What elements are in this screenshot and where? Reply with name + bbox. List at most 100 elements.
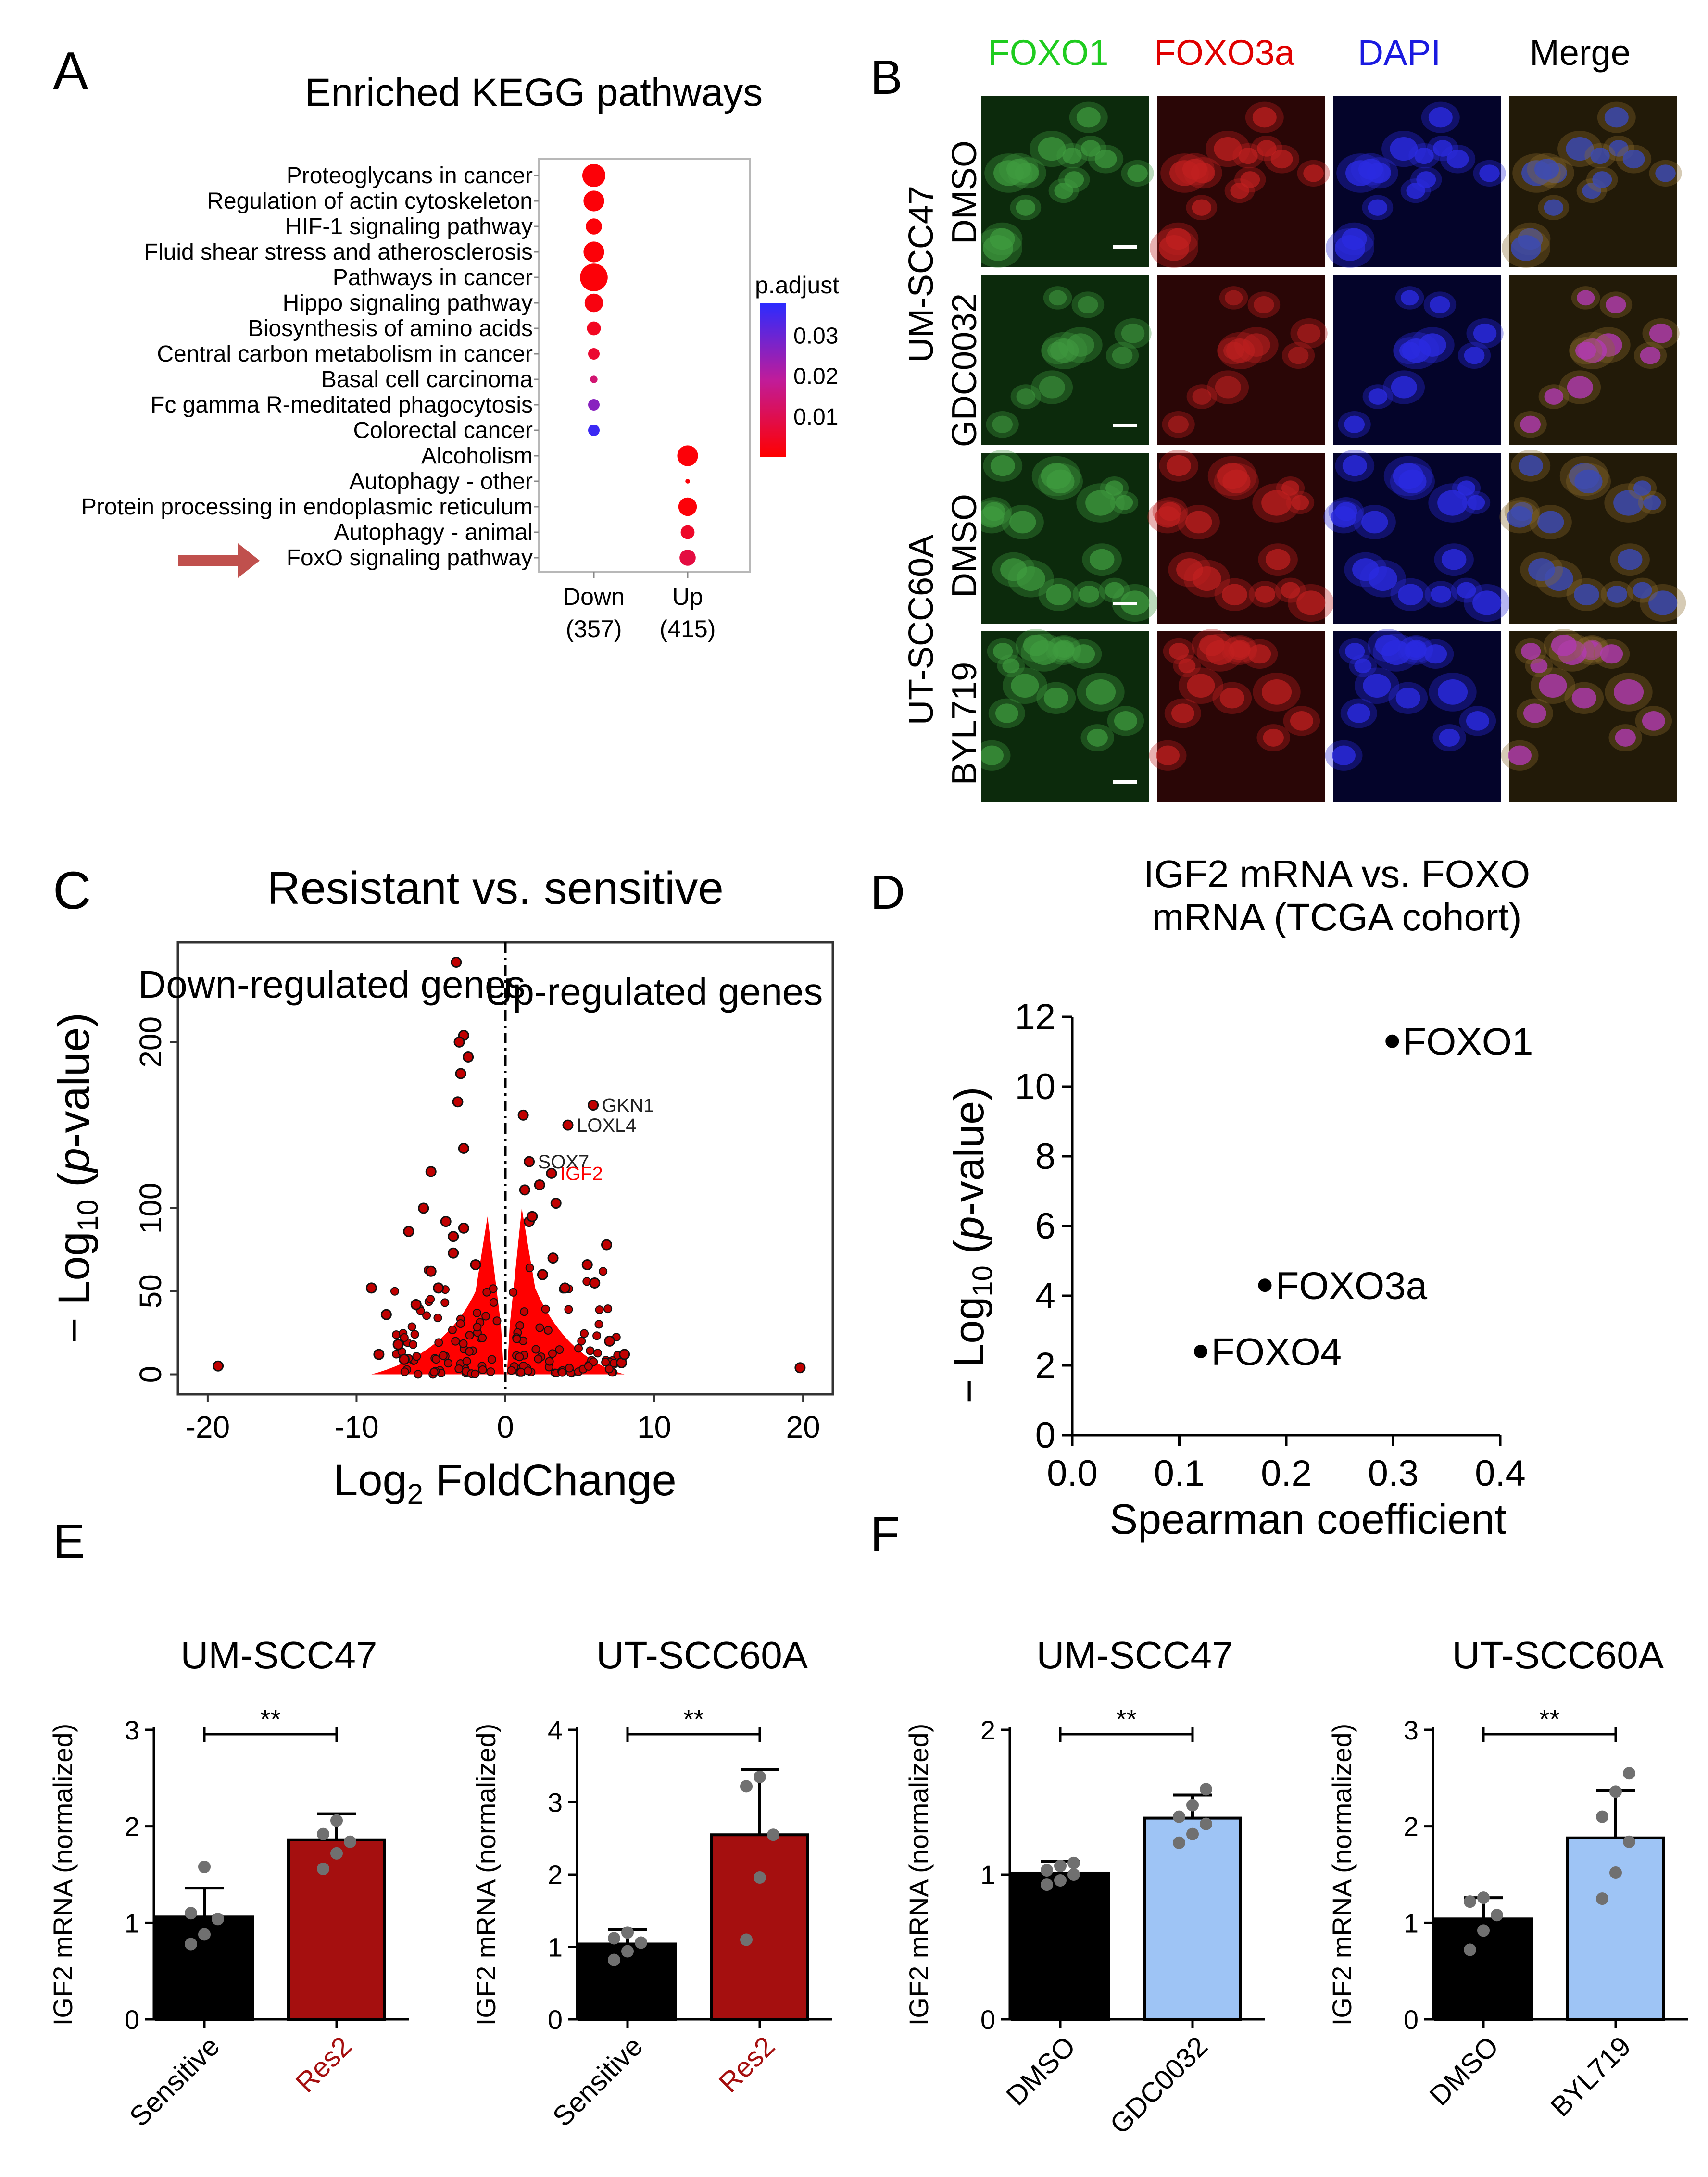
panel-letter-f: F xyxy=(870,1507,900,1561)
cell-nucleus xyxy=(1290,711,1313,731)
cell-nucleus xyxy=(1534,159,1559,180)
micrograph-tile xyxy=(1149,628,1325,802)
gene-point xyxy=(489,1284,498,1293)
gene-point xyxy=(390,1287,399,1296)
x-subscript: 2 xyxy=(407,1478,423,1510)
pathway-label: Hippo signaling pathway xyxy=(283,290,533,316)
cell-nucleus xyxy=(1479,164,1500,182)
cell-nucleus xyxy=(1430,296,1450,313)
bar xyxy=(1566,1836,1665,2021)
cell-nucleus xyxy=(1296,590,1326,615)
enrichment-dot xyxy=(685,479,690,484)
legend-tick-label: 0.01 xyxy=(793,404,838,430)
cell-nucleus xyxy=(995,703,1018,723)
cell-nucleus xyxy=(1089,549,1115,570)
enrichment-dot xyxy=(680,525,695,539)
cell-nucleus xyxy=(1354,658,1372,674)
gene-point xyxy=(564,1305,573,1314)
cell-nucleus xyxy=(1361,511,1388,534)
cell-nucleus xyxy=(1575,341,1596,360)
cell-nucleus xyxy=(1105,582,1124,599)
gene-point xyxy=(433,1282,444,1294)
cell-nucleus xyxy=(1072,644,1095,664)
replicate-point xyxy=(754,1871,766,1884)
micrograph-tile xyxy=(1501,628,1677,802)
cell-nucleus xyxy=(1265,549,1291,570)
panel-letter-b: B xyxy=(870,50,903,104)
enrichment-dot xyxy=(587,321,601,336)
panel-letter-d: D xyxy=(870,865,905,919)
panel-letter-c: C xyxy=(53,861,91,920)
cell-nucleus xyxy=(1507,506,1532,528)
cell-nucleus xyxy=(1345,643,1365,660)
micrograph-tile xyxy=(981,275,1152,445)
enrichment-dot xyxy=(583,241,604,263)
gene-point xyxy=(433,1314,442,1323)
gene-point xyxy=(458,1222,469,1234)
gene-point xyxy=(380,1309,392,1320)
gene-point xyxy=(548,1349,557,1358)
header-dapi: DAPI xyxy=(1358,33,1441,73)
replicate-point xyxy=(621,1945,634,1958)
cell-nucleus xyxy=(1576,290,1595,306)
bar-y-tick-label: 3 xyxy=(125,1715,139,1745)
up-gene-cloud xyxy=(507,1208,625,1375)
gene-point xyxy=(487,1355,496,1364)
cell-nucleus xyxy=(1114,711,1137,731)
cell-nucleus xyxy=(1105,480,1123,496)
legend-tick-label: 0.02 xyxy=(793,364,838,389)
y-tick-label: 8 xyxy=(1035,1136,1055,1177)
cell-nucleus xyxy=(1457,582,1476,599)
x-tick-label: 10 xyxy=(637,1410,671,1444)
bar-y-tick-label: 1 xyxy=(980,1860,995,1890)
row-label-gdc0032: GDC0032 xyxy=(945,293,984,447)
cellline-um-scc47: UM-SCC47 xyxy=(902,186,941,363)
cell-nucleus xyxy=(1046,584,1071,606)
cell-nucleus xyxy=(1363,674,1391,698)
bar-y-label: IGF2 mRNA (normalized) xyxy=(471,1724,501,2026)
cell-nucleus xyxy=(1642,711,1665,731)
replicate-point xyxy=(635,1936,647,1949)
category-count: (357) xyxy=(566,615,622,642)
gene-point xyxy=(440,1298,450,1307)
gene-point xyxy=(473,1323,482,1332)
cell-nucleus xyxy=(1011,674,1039,698)
gene-point xyxy=(486,1367,495,1376)
gene-point xyxy=(426,1295,435,1304)
cell-nucleus xyxy=(1574,584,1599,606)
cell-nucleus xyxy=(1600,644,1623,664)
pathway-label: Fc gamma R-meditated phagocytosis xyxy=(151,392,533,418)
replicate-point xyxy=(1173,1810,1185,1823)
cell-nucleus xyxy=(1078,296,1098,313)
cell-nucleus xyxy=(1622,150,1645,169)
y-tick-label: 200 xyxy=(133,1016,168,1068)
cell-nucleus xyxy=(1649,323,1673,343)
gene-point xyxy=(392,1339,404,1350)
enrichment-dot xyxy=(580,263,608,291)
pathway-label: Basal cell carcinoma xyxy=(321,367,533,392)
replicate-point xyxy=(317,1862,329,1875)
cell-nucleus xyxy=(1006,159,1031,180)
gene-point xyxy=(519,1184,530,1196)
gene-label: LOXL4 xyxy=(577,1115,637,1136)
bar-y-tick-label: 1 xyxy=(548,1932,563,1963)
bar-category-label: DMSO xyxy=(1000,2030,1081,2112)
spearman-title-line2: mRNA (TCGA cohort) xyxy=(1152,896,1521,938)
replicate-point xyxy=(754,1770,766,1783)
cell-nucleus xyxy=(1648,590,1678,615)
cell-nucleus xyxy=(1414,147,1434,164)
gene-point xyxy=(520,1307,529,1316)
gene-point xyxy=(515,1352,524,1362)
cell-nucleus xyxy=(1002,658,1020,674)
gene-point xyxy=(534,1354,543,1364)
cell-nucleus xyxy=(1615,728,1636,747)
bar-y-tick-label: 2 xyxy=(1404,1812,1419,1842)
bar-y-tick-label: 0 xyxy=(125,2004,139,2035)
cell-nucleus xyxy=(1270,150,1293,169)
cell-nucleus xyxy=(1344,415,1365,433)
cell-nucleus xyxy=(1398,584,1423,606)
panel-b-microscopy: B FOXO1 FOXO3a DAPI Merge UM-SCC47 UT-SC… xyxy=(856,0,1708,827)
gene-point xyxy=(478,1333,487,1342)
y-tick-label: 0 xyxy=(1035,1415,1055,1456)
gene-point xyxy=(517,1109,529,1121)
